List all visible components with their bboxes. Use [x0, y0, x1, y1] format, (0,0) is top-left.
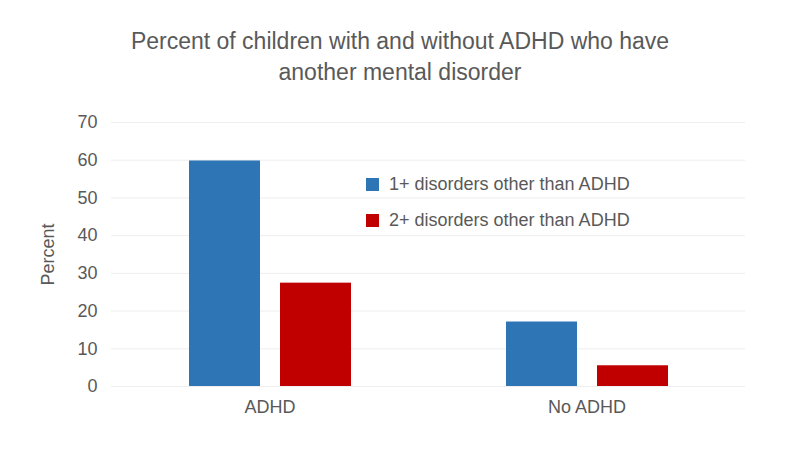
svg-text:ADHD: ADHD: [244, 397, 295, 417]
svg-text:10: 10: [77, 339, 97, 359]
svg-text:20: 20: [77, 301, 97, 321]
svg-text:40: 40: [77, 225, 97, 245]
html-text:2+ disorders other than ADHD: 2+ disorders other than ADHD: [389, 209, 630, 230]
svg-text:Percent: Percent: [38, 223, 58, 285]
svg-text:50: 50: [77, 188, 97, 208]
svg-text:No ADHD: No ADHD: [548, 397, 626, 417]
svg-text:60: 60: [77, 150, 97, 170]
svg-text:30: 30: [77, 263, 97, 283]
svg-text:0: 0: [87, 376, 97, 396]
html-text:1+ disorders other than ADHD: 1+ disorders other than ADHD: [389, 173, 630, 194]
html-text:Percent of children with and w: Percent of children with and without ADH…: [130, 28, 670, 85]
svg-text:70: 70: [77, 112, 97, 132]
